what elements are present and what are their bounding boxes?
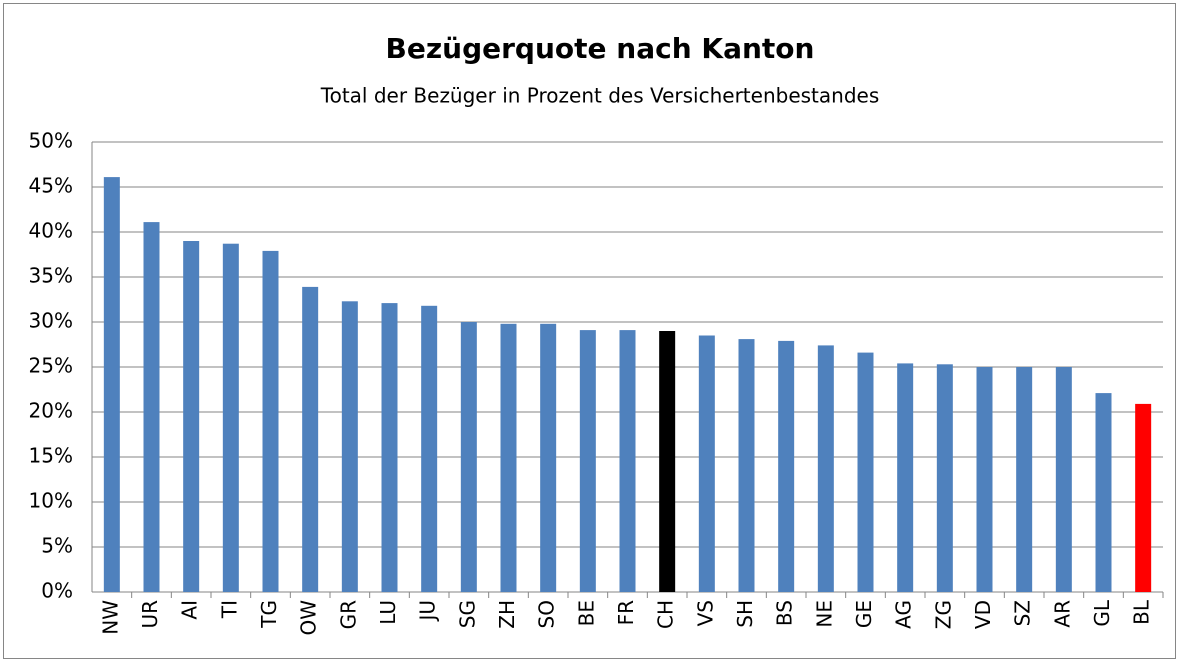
y-tick-label: 20% <box>29 399 73 423</box>
x-tick-label: GE <box>852 600 876 628</box>
bar <box>817 345 834 592</box>
y-tick-label: 25% <box>29 354 73 378</box>
x-tick-label: TI <box>217 600 241 619</box>
bar <box>659 331 676 592</box>
bar <box>103 177 120 592</box>
x-tick-label: GL <box>1090 599 1114 626</box>
x-tick-label: CH <box>654 600 678 629</box>
bar <box>936 364 953 592</box>
x-tick-label: TG <box>257 600 281 629</box>
x-tick-label: BS <box>773 600 797 626</box>
bar <box>619 330 636 592</box>
x-tick-label: LU <box>376 600 400 625</box>
bar <box>540 323 557 592</box>
y-tick-label: 30% <box>29 309 73 333</box>
bar <box>1055 367 1072 592</box>
x-tick-label: AG <box>892 600 916 629</box>
x-tick-label: ZG <box>931 600 955 629</box>
bar <box>381 303 398 592</box>
bar <box>976 367 993 592</box>
x-tick-label: UR <box>138 600 162 629</box>
y-tick-label: 45% <box>29 174 73 198</box>
bar <box>778 340 795 592</box>
bar <box>857 352 874 592</box>
y-tick-label: 35% <box>29 264 73 288</box>
x-tick-label: BL <box>1130 599 1154 625</box>
x-tick-label: VD <box>971 600 995 629</box>
x-tick-label: GR <box>336 600 360 629</box>
chart-subtitle: Total der Bezüger in Prozent des Versich… <box>320 84 879 108</box>
bar <box>500 323 517 592</box>
bar <box>1135 403 1152 592</box>
x-tick-label: SH <box>733 600 757 628</box>
y-tick-label: 10% <box>29 489 73 513</box>
bar <box>897 363 914 592</box>
bar <box>421 305 438 592</box>
y-tick-label: 15% <box>29 444 73 468</box>
x-tick-label: FR <box>614 600 638 626</box>
bar <box>1016 367 1033 592</box>
y-tick-label: 0% <box>41 579 73 603</box>
y-tick-label: 50% <box>29 129 73 153</box>
bar <box>1095 393 1112 592</box>
chart-title: Bezügerquote nach Kanton <box>386 32 815 65</box>
bar <box>698 335 715 592</box>
x-tick-label: OW <box>297 600 321 636</box>
bar <box>341 301 358 592</box>
bar <box>222 243 239 592</box>
x-tick-label: JU <box>416 600 440 623</box>
x-tick-label: AI <box>178 600 202 620</box>
bar <box>738 339 755 592</box>
bar <box>183 241 200 592</box>
x-tick-label: NE <box>812 600 836 628</box>
x-tick-label: NW <box>98 600 122 635</box>
bar <box>262 250 279 592</box>
x-tick-label: VS <box>693 600 717 626</box>
x-tick-label: BE <box>574 600 598 626</box>
x-tick-label: SO <box>535 600 559 628</box>
bar <box>460 322 477 592</box>
y-tick-label: 40% <box>29 219 73 243</box>
y-tick-label: 5% <box>41 534 73 558</box>
bar <box>143 222 160 592</box>
bar <box>579 330 596 592</box>
x-tick-label: SG <box>455 600 479 628</box>
bar <box>302 286 319 592</box>
x-tick-label: AR <box>1050 600 1074 628</box>
x-tick-label: SZ <box>1011 600 1035 626</box>
x-tick-label: ZH <box>495 600 519 629</box>
